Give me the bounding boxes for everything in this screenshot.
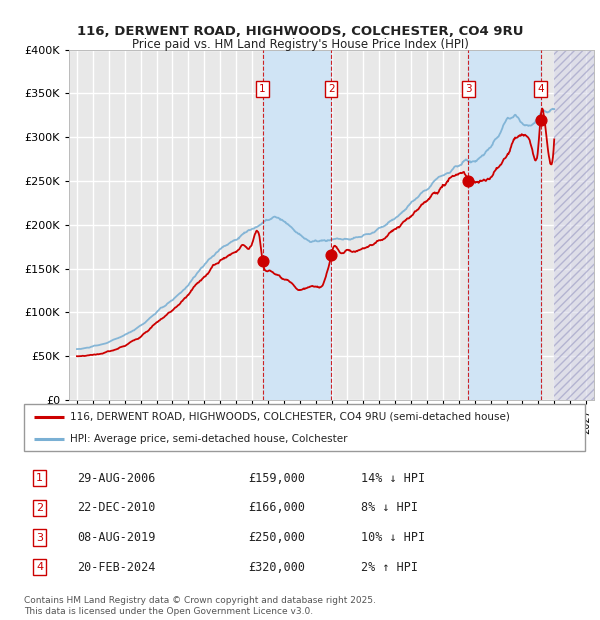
- Bar: [263, 50, 331, 400]
- Text: 3: 3: [465, 84, 472, 94]
- Text: 2% ↑ HPI: 2% ↑ HPI: [361, 560, 418, 574]
- Text: 2: 2: [36, 503, 43, 513]
- Text: 4: 4: [36, 562, 43, 572]
- Text: £166,000: £166,000: [248, 502, 305, 515]
- Point: [464, 176, 473, 186]
- Text: £250,000: £250,000: [248, 531, 305, 544]
- Text: 29-AUG-2006: 29-AUG-2006: [77, 472, 155, 485]
- Text: 3: 3: [36, 533, 43, 542]
- Text: 8% ↓ HPI: 8% ↓ HPI: [361, 502, 418, 515]
- Text: 1: 1: [259, 84, 266, 94]
- Text: 116, DERWENT ROAD, HIGHWOODS, COLCHESTER, CO4 9RU: 116, DERWENT ROAD, HIGHWOODS, COLCHESTER…: [77, 25, 523, 38]
- Text: 08-AUG-2019: 08-AUG-2019: [77, 531, 155, 544]
- Bar: [469, 50, 541, 400]
- Text: 2: 2: [328, 84, 334, 94]
- FancyBboxPatch shape: [24, 404, 585, 451]
- Text: 20-FEB-2024: 20-FEB-2024: [77, 560, 155, 574]
- Point: [536, 115, 545, 125]
- Text: Contains HM Land Registry data © Crown copyright and database right 2025.
This d: Contains HM Land Registry data © Crown c…: [24, 596, 376, 616]
- Point: [326, 250, 336, 260]
- Bar: [554, 50, 594, 400]
- Text: 14% ↓ HPI: 14% ↓ HPI: [361, 472, 425, 485]
- Text: £320,000: £320,000: [248, 560, 305, 574]
- Text: 1: 1: [36, 473, 43, 483]
- Bar: [554, 50, 594, 400]
- Text: 10% ↓ HPI: 10% ↓ HPI: [361, 531, 425, 544]
- Text: 22-DEC-2010: 22-DEC-2010: [77, 502, 155, 515]
- Text: Price paid vs. HM Land Registry's House Price Index (HPI): Price paid vs. HM Land Registry's House …: [131, 38, 469, 51]
- Text: HPI: Average price, semi-detached house, Colchester: HPI: Average price, semi-detached house,…: [70, 435, 347, 445]
- Text: 4: 4: [537, 84, 544, 94]
- Point: [258, 255, 268, 265]
- Text: £159,000: £159,000: [248, 472, 305, 485]
- Text: 116, DERWENT ROAD, HIGHWOODS, COLCHESTER, CO4 9RU (semi-detached house): 116, DERWENT ROAD, HIGHWOODS, COLCHESTER…: [70, 412, 510, 422]
